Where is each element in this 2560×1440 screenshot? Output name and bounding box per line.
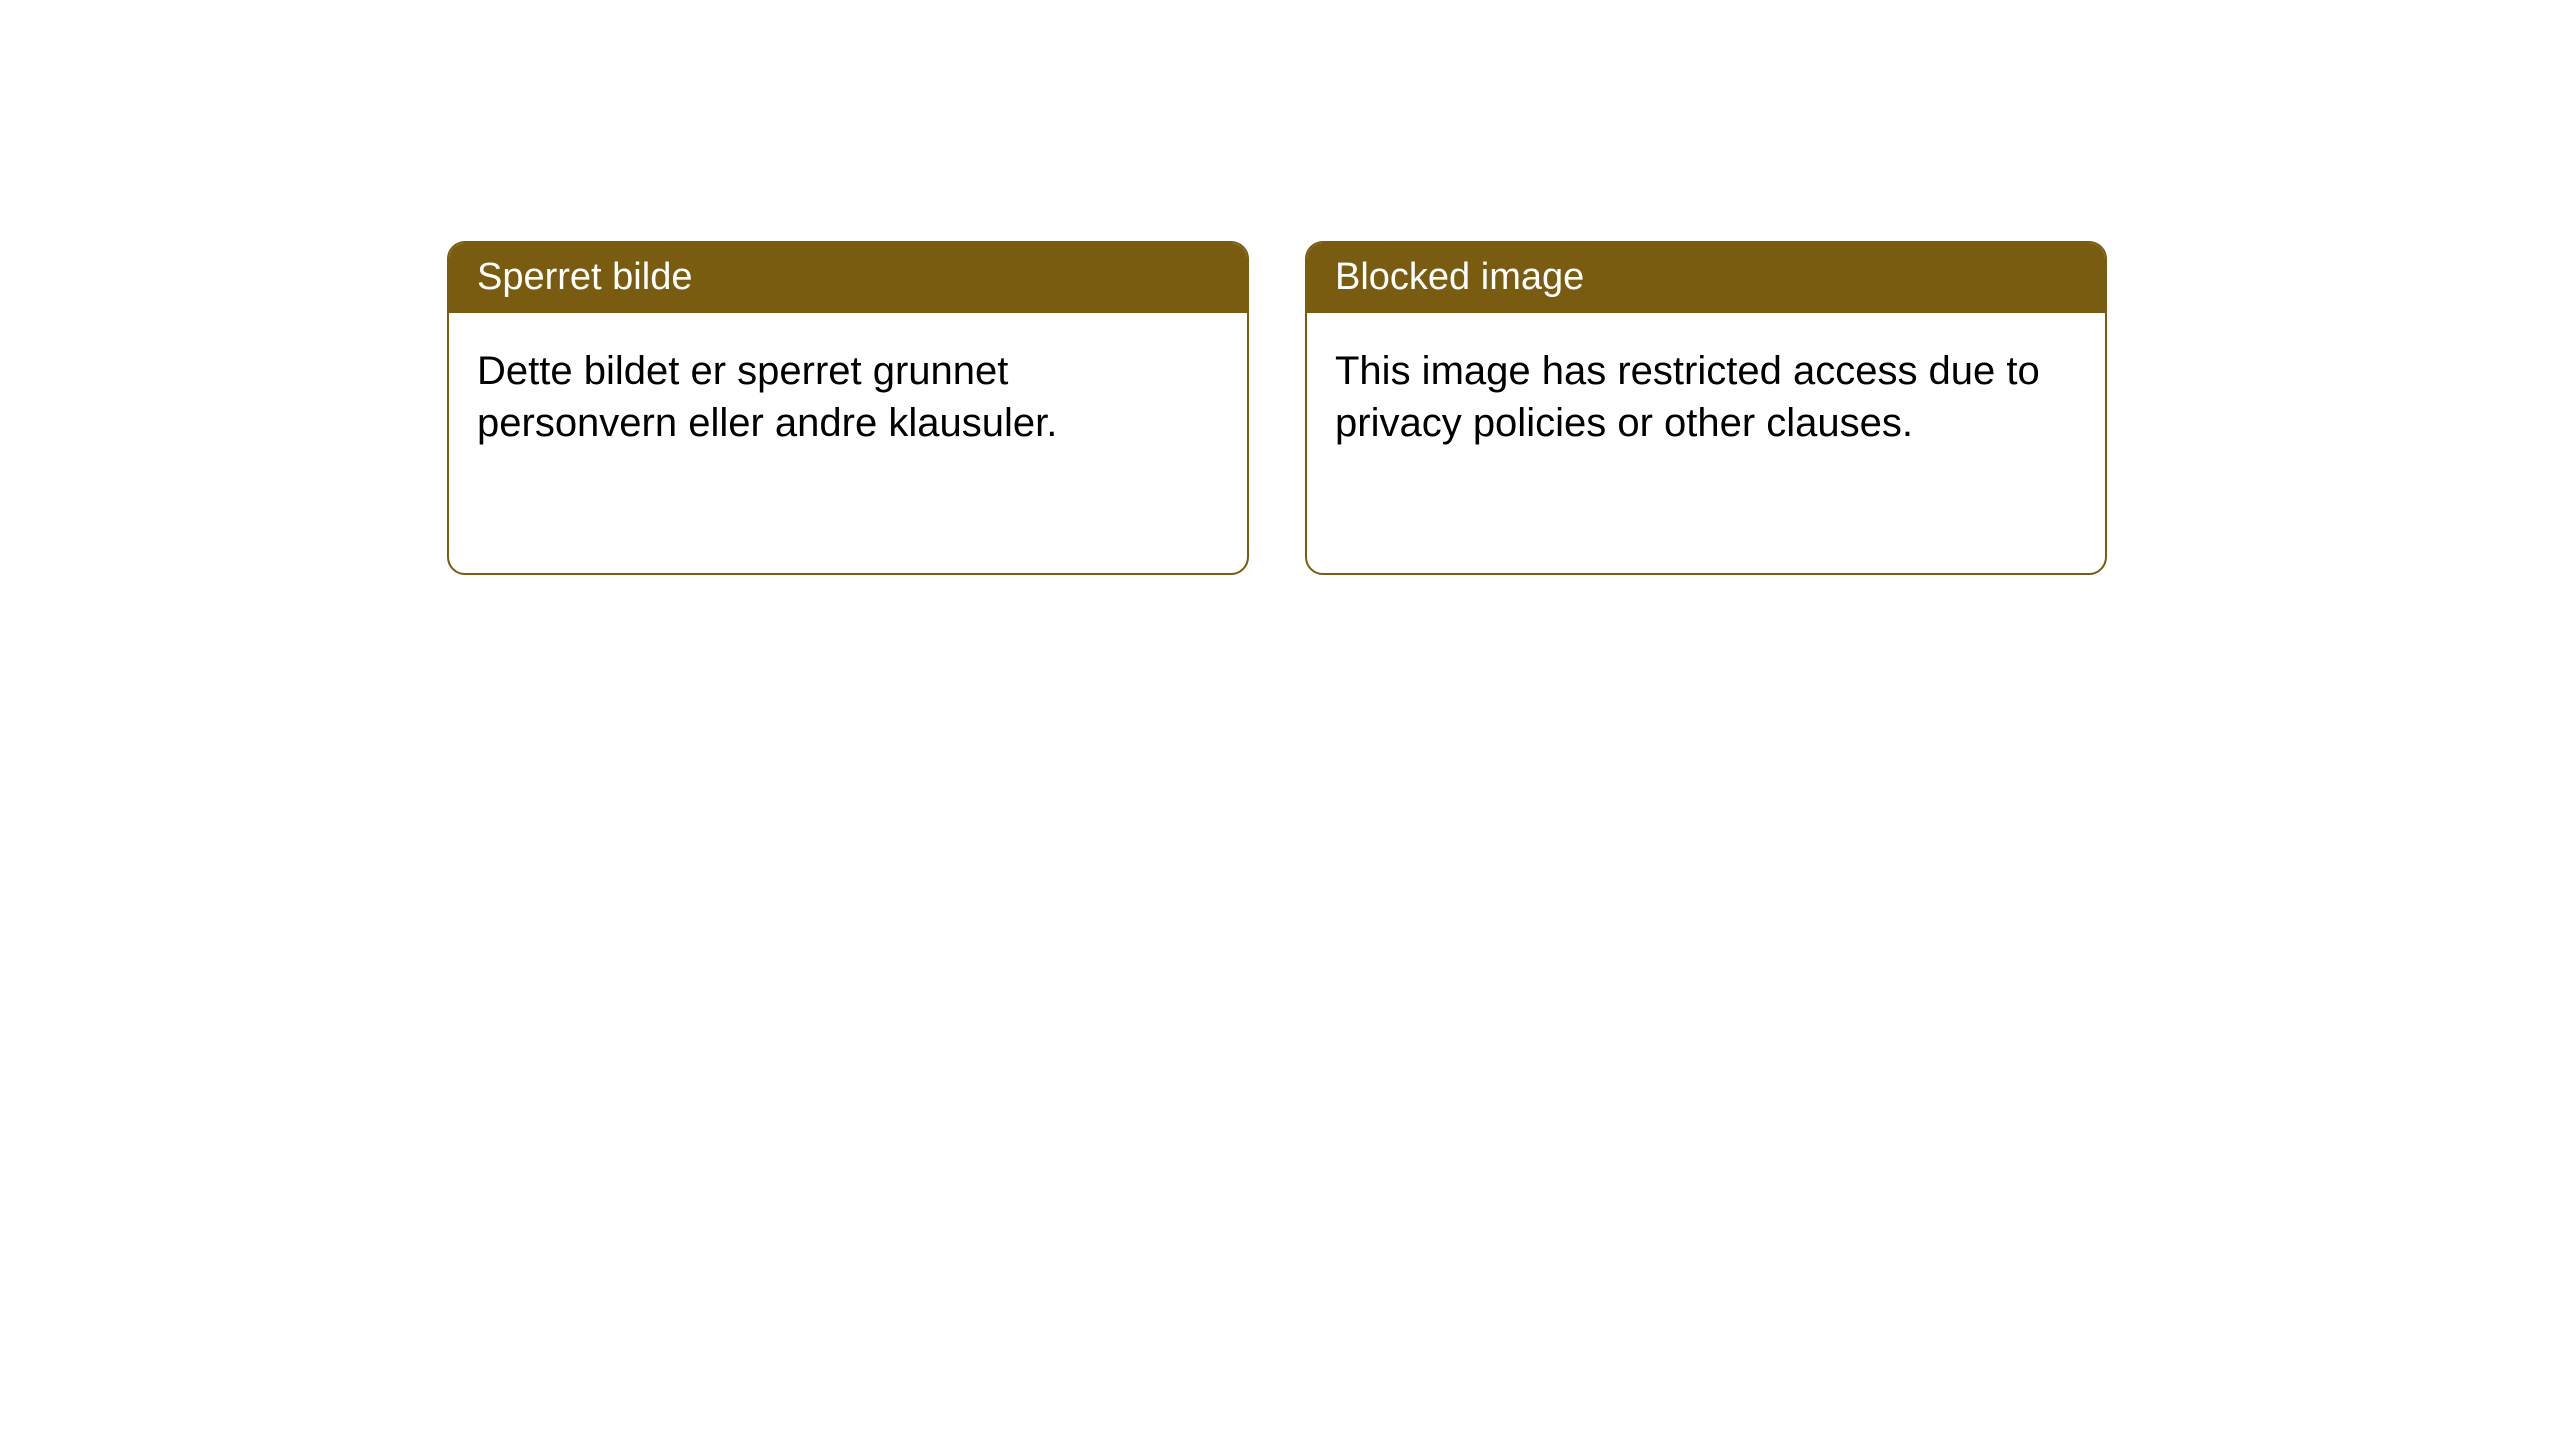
notice-card-english: Blocked image This image has restricted … — [1305, 241, 2107, 575]
notice-header-norwegian: Sperret bilde — [449, 243, 1247, 313]
notice-message-norwegian: Dette bildet er sperret grunnet personve… — [449, 313, 1247, 481]
notice-container: Sperret bilde Dette bildet er sperret gr… — [447, 241, 2107, 575]
notice-card-norwegian: Sperret bilde Dette bildet er sperret gr… — [447, 241, 1249, 575]
notice-message-english: This image has restricted access due to … — [1307, 313, 2105, 481]
notice-header-english: Blocked image — [1307, 243, 2105, 313]
